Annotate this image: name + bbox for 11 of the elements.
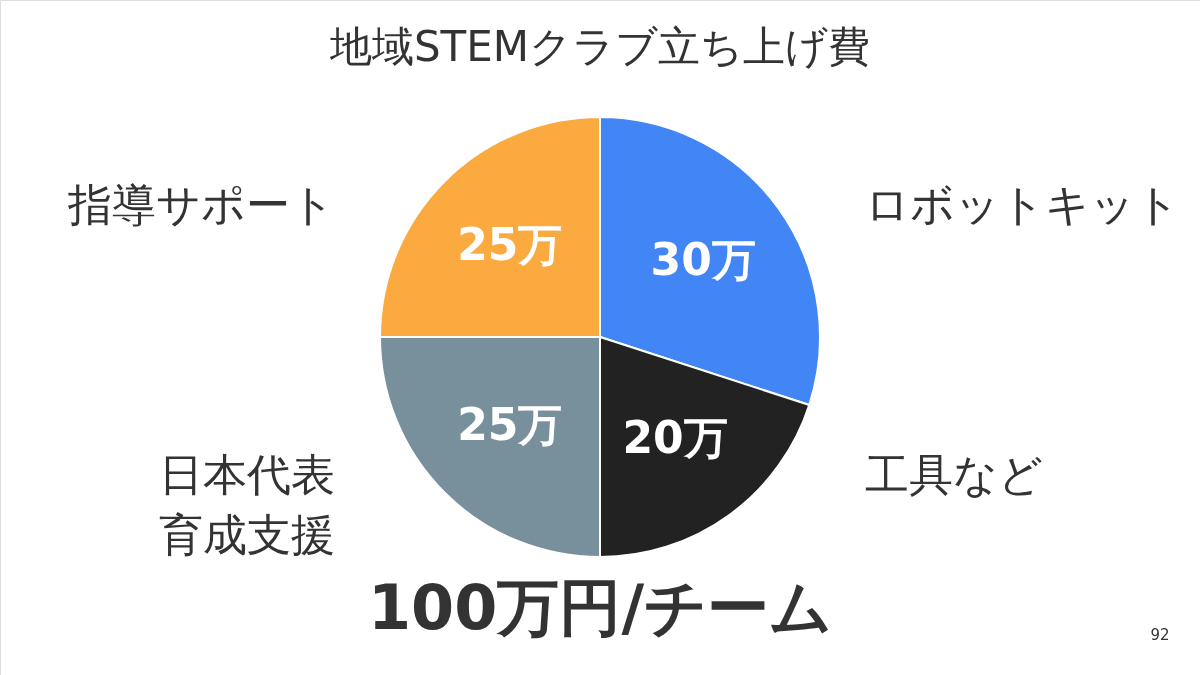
data-label: 30万	[650, 234, 756, 285]
data-label: 25万	[457, 399, 563, 451]
slice-label: ロボットキット	[865, 179, 1180, 230]
slice-label: 指導サポート	[67, 179, 335, 230]
slice-label: 日本代表育成支援	[159, 449, 335, 560]
data-label: 20万	[622, 412, 728, 464]
slice-label: 工具など	[865, 449, 1043, 500]
data-label: 25万	[457, 218, 563, 270]
text: 100万円/チーム	[367, 571, 833, 644]
text: 92	[1150, 626, 1170, 644]
chart-title: 地域STEMクラブ立ち上げ費	[328, 22, 871, 71]
